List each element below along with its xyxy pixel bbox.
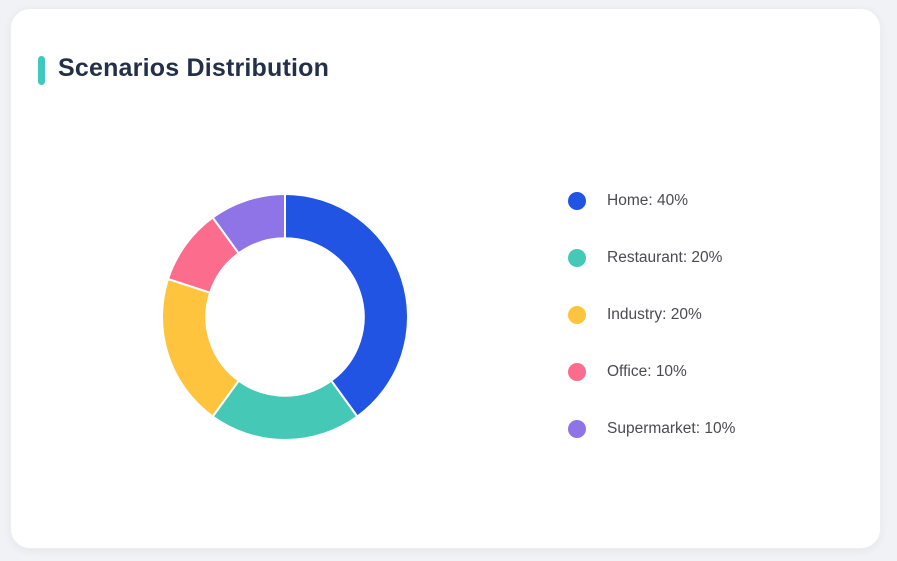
scenarios-distribution-card: Scenarios Distribution Home: 40% Restaur… [10, 8, 881, 549]
legend-item-office[interactable]: Office: 10% [568, 363, 735, 381]
legend-label-office: Office: 10% [607, 363, 687, 380]
legend-dot-industry [568, 306, 586, 324]
legend-label-supermarket: Supermarket: 10% [607, 420, 736, 437]
legend-dot-supermarket [568, 420, 586, 438]
title-accent-bar [38, 56, 45, 85]
donut-segment-home[interactable] [284, 193, 409, 418]
chart-legend: Home: 40% Restaurant: 20% Industry: 20% … [568, 192, 735, 438]
donut-segment-industry[interactable] [161, 277, 240, 418]
donut-chart[interactable] [151, 183, 419, 451]
legend-label-restaurant: Restaurant: 20% [607, 249, 723, 266]
legend-item-supermarket[interactable]: Supermarket: 10% [568, 420, 735, 438]
legend-label-home: Home: 40% [607, 192, 688, 209]
donut-segment-supermarket[interactable] [211, 193, 286, 255]
legend-label-industry: Industry: 20% [607, 306, 702, 323]
legend-item-restaurant[interactable]: Restaurant: 20% [568, 249, 735, 267]
page-title: Scenarios Distribution [58, 54, 330, 82]
legend-item-industry[interactable]: Industry: 20% [568, 306, 735, 324]
donut-segment-restaurant[interactable] [211, 379, 359, 441]
legend-dot-office [568, 363, 586, 381]
legend-item-home[interactable]: Home: 40% [568, 192, 735, 210]
legend-dot-home [568, 192, 586, 210]
legend-dot-restaurant [568, 249, 586, 267]
